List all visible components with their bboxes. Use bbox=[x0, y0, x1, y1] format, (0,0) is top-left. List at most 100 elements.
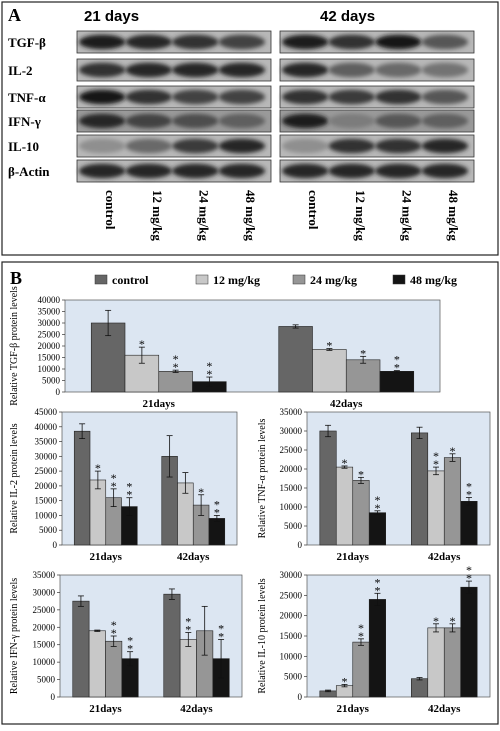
significance-mark: * bbox=[358, 621, 364, 635]
significance-mark: * bbox=[185, 615, 191, 629]
lane-label: 12 mg/kg bbox=[150, 190, 165, 241]
significance-mark: * bbox=[433, 614, 439, 628]
legend-swatch bbox=[392, 274, 406, 285]
y-axis-label: Relative IFN-γ protein levels bbox=[9, 578, 20, 694]
significance-mark: * bbox=[111, 479, 117, 493]
bar bbox=[427, 627, 445, 698]
blot-band bbox=[218, 113, 266, 129]
significance-mark: * bbox=[374, 575, 380, 589]
legend-label: control bbox=[112, 273, 149, 287]
lane-label: 24 mg/kg bbox=[196, 190, 211, 241]
legend-label: 48 mg/kg bbox=[410, 273, 457, 287]
y-tick-label: 25000 bbox=[280, 445, 303, 455]
blot-band bbox=[218, 62, 266, 78]
significance-mark: * bbox=[185, 623, 191, 637]
blot-band bbox=[218, 89, 266, 105]
x-category-label: 21days bbox=[90, 551, 123, 563]
bar bbox=[158, 370, 193, 393]
significance-mark: * bbox=[358, 629, 364, 643]
y-tick-label: 0 bbox=[56, 387, 61, 397]
blot-band bbox=[172, 34, 219, 50]
blot-row-label: IL-2 bbox=[8, 63, 33, 78]
y-tick-label: 35000 bbox=[33, 570, 56, 580]
blot-band bbox=[421, 62, 469, 78]
bar bbox=[88, 630, 106, 698]
panel-b-label: B bbox=[10, 268, 22, 288]
blot-band bbox=[172, 138, 219, 154]
bar bbox=[73, 430, 91, 546]
blot-band bbox=[281, 138, 329, 154]
y-tick-label: 0 bbox=[298, 692, 303, 702]
legend-swatch bbox=[94, 274, 108, 285]
significance-mark: * bbox=[360, 346, 366, 360]
significance-mark: * bbox=[466, 480, 472, 494]
blot-band bbox=[172, 163, 219, 179]
y-tick-label: 0 bbox=[53, 540, 58, 550]
y-tick-label: 0 bbox=[51, 692, 56, 702]
significance-mark: * bbox=[374, 583, 380, 597]
blot-band bbox=[281, 89, 329, 105]
blot-row-label: IL-10 bbox=[8, 139, 39, 154]
x-category-label: 42days bbox=[428, 703, 461, 715]
bar bbox=[179, 639, 197, 698]
significance-mark: * bbox=[206, 367, 212, 381]
legend-label: 12 mg/kg bbox=[213, 273, 260, 287]
significance-mark: * bbox=[111, 618, 117, 632]
significance-mark: * bbox=[206, 359, 212, 373]
bar bbox=[443, 627, 462, 698]
y-tick-label: 15000 bbox=[33, 640, 56, 650]
significance-mark: * bbox=[394, 353, 400, 367]
blot-row-label: IFN-γ bbox=[8, 114, 41, 129]
bar bbox=[345, 359, 381, 393]
blot-band bbox=[328, 62, 376, 78]
bar-chart: 0 5000 10000 15000 20000 25000 30000 35000 Relat… bbox=[9, 570, 243, 715]
y-tick-label: 0 bbox=[298, 540, 303, 550]
bar bbox=[89, 479, 107, 546]
blot-band bbox=[125, 34, 173, 50]
significance-mark: * bbox=[218, 629, 224, 643]
blot-band bbox=[125, 89, 173, 105]
blot-band bbox=[125, 138, 173, 154]
y-tick-label: 20000 bbox=[38, 341, 61, 351]
significance-mark: * bbox=[127, 642, 133, 656]
bar bbox=[460, 500, 478, 546]
legend: control 12 mg/kg 24 mg/kg 48 mg/kg bbox=[94, 273, 457, 287]
lane-label: control bbox=[103, 190, 118, 230]
blot-band bbox=[281, 62, 329, 78]
blot-row-label: TGF-β bbox=[8, 35, 46, 50]
bar bbox=[443, 457, 462, 546]
y-tick-label: 5000 bbox=[42, 376, 61, 386]
bar bbox=[319, 430, 337, 546]
blot-band bbox=[328, 163, 376, 179]
significance-mark: * bbox=[466, 488, 472, 502]
blot-band bbox=[328, 138, 376, 154]
y-axis-label: Relative TGF-β protein levels bbox=[9, 286, 20, 406]
bar-chart: 0 5000 10000 15000 20000 25000 30000 Relative I… bbox=[257, 563, 491, 715]
blot-band bbox=[78, 113, 126, 129]
legend-label: 24 mg/kg bbox=[310, 273, 357, 287]
lane-label: 48 mg/kg bbox=[446, 190, 461, 241]
y-tick-label: 20000 bbox=[33, 622, 56, 632]
blot-band bbox=[218, 34, 266, 50]
blot-band bbox=[421, 34, 469, 50]
blot-band bbox=[172, 62, 219, 78]
y-tick-label: 10000 bbox=[280, 651, 303, 661]
bar bbox=[411, 678, 429, 698]
blot-band bbox=[281, 34, 329, 50]
blot-band bbox=[172, 89, 219, 105]
significance-mark: * bbox=[127, 634, 133, 648]
significance-mark: * bbox=[449, 444, 455, 458]
blot-band bbox=[328, 34, 376, 50]
y-tick-label: 35000 bbox=[280, 407, 303, 417]
bar bbox=[411, 432, 429, 546]
group-21-days-title: 21 days bbox=[84, 8, 139, 25]
bar bbox=[368, 599, 386, 698]
y-tick-label: 30000 bbox=[35, 451, 58, 461]
y-tick-label: 5000 bbox=[39, 525, 58, 535]
blot-band bbox=[172, 113, 219, 129]
x-category-label: 21days bbox=[337, 551, 370, 563]
y-tick-label: 30000 bbox=[280, 426, 303, 436]
bar bbox=[352, 641, 370, 698]
blot-rows: TGF-β IL-2 TNF-α IFN-γ IL-10 β-Actin bbox=[8, 30, 475, 183]
